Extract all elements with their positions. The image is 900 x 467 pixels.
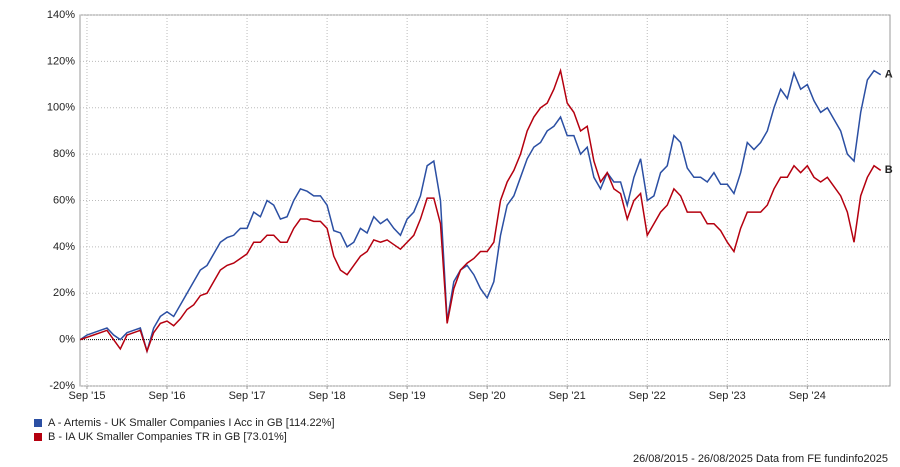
y-tick-label: 80% <box>53 148 75 160</box>
footer: 26/08/2015 - 26/08/2025 Data from FE fun… <box>633 453 888 465</box>
y-tick-label: 100% <box>47 102 75 114</box>
y-tick-label: 60% <box>53 194 75 206</box>
y-tick-label: 20% <box>53 287 75 299</box>
legend-label: B - IA UK Smaller Companies TR in GB [73… <box>48 431 287 443</box>
x-tick-label: Sep '19 <box>389 390 426 402</box>
y-tick-label: 0% <box>59 334 75 346</box>
x-tick-label: Sep '17 <box>229 390 266 402</box>
legend-swatch <box>34 433 42 441</box>
end-label: B <box>885 164 893 176</box>
x-tick-label: Sep '22 <box>629 390 666 402</box>
x-tick-label: Sep '15 <box>68 390 105 402</box>
x-tick-label: Sep '23 <box>709 390 746 402</box>
x-tick-label: Sep '20 <box>469 390 506 402</box>
end-label: A <box>885 69 893 81</box>
legend-label: A - Artemis - UK Smaller Companies I Acc… <box>48 417 335 429</box>
x-tick-label: Sep '16 <box>149 390 186 402</box>
x-tick-label: Sep '21 <box>549 390 586 402</box>
y-tick-label: 40% <box>53 241 75 253</box>
x-tick-label: Sep '24 <box>789 390 826 402</box>
series-line <box>80 67 882 354</box>
series-line <box>79 69 882 354</box>
legend-swatch <box>34 419 42 427</box>
y-tick-label: -20% <box>49 380 75 392</box>
x-tick-label: Sep '18 <box>309 390 346 402</box>
y-tick-label: 140% <box>47 9 75 21</box>
y-tick-label: 120% <box>47 55 75 67</box>
